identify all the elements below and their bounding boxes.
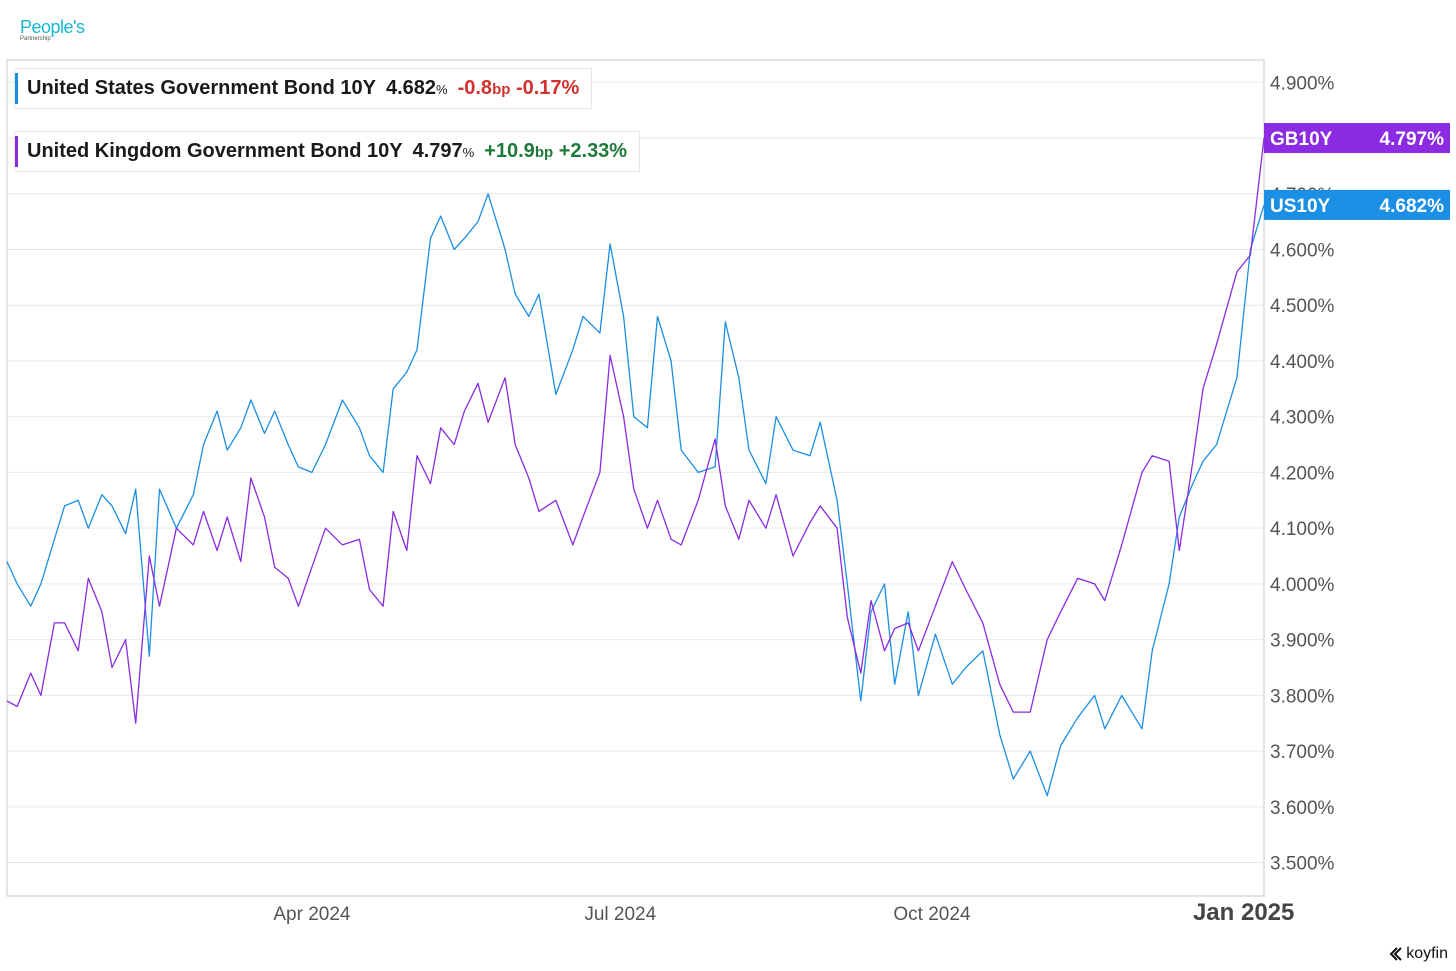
legend-us10y-value: 4.682 (385, 77, 437, 99)
peoples-partnership-logo: People's Partnership (20, 17, 85, 42)
x-tick-label: Oct 2024 (893, 904, 971, 925)
legend-gb10y-value: 4.797 (412, 140, 463, 162)
logo-subtext: Partnership (20, 36, 51, 42)
x-tick-label: Jan 2025 (1193, 899, 1294, 926)
last-value-label: 4.682% (1380, 196, 1445, 217)
y-tick-label: 3.900% (1270, 631, 1335, 652)
last-value-ticker: US10Y (1270, 196, 1331, 217)
legend-gb10y-name: United Kingdom Government Bond 10Y (27, 140, 403, 162)
plot-frame (6, 59, 1265, 897)
y-tick-label: 3.800% (1270, 686, 1335, 707)
logo-text: People's (20, 17, 85, 37)
legend-gb10y: United Kingdom Government Bond 10Y 4.797… (14, 131, 641, 172)
y-tick-label: 4.200% (1270, 463, 1335, 484)
legend-us10y-change-bp: -0.8 (457, 77, 493, 99)
last-value-ticker: GB10Y (1270, 129, 1333, 150)
koyfin-brand: koyfin (1388, 945, 1448, 963)
legend-us10y-name: United States Government Bond 10Y (27, 77, 376, 99)
koyfin-icon (1389, 947, 1402, 961)
last-value-tag-gb10y (1264, 123, 1450, 154)
x-tick-label: Jul 2024 (584, 904, 656, 925)
koyfin-text: koyfin (1406, 945, 1448, 962)
y-tick-label: 4.900% (1270, 73, 1335, 94)
y-tick-label: 3.500% (1270, 854, 1335, 875)
y-tick-label: 3.700% (1270, 742, 1335, 763)
legend-gb10y-change-bp: +10.9 (484, 140, 535, 162)
y-tick-label: 4.500% (1270, 296, 1335, 317)
legend-gb10y-change-pct: +2.33% (558, 140, 628, 162)
x-tick-label: Apr 2024 (273, 904, 351, 925)
last-value-label: 4.797% (1380, 129, 1445, 150)
y-tick-label: 4.000% (1270, 575, 1335, 596)
series-line-us10y (6, 193, 1265, 797)
legend-gb10y-swatch (15, 136, 18, 167)
last-value-tag-us10y (1264, 189, 1450, 220)
y-tick-label: 4.300% (1270, 408, 1335, 429)
series-line-gb10y (6, 137, 1265, 724)
legend-us10y-change-pct: -0.17% (515, 77, 580, 99)
legend-us10y-swatch (15, 73, 18, 104)
legend-us10y: United States Government Bond 10Y 4.682%… (14, 68, 593, 109)
y-tick-label: 4.100% (1270, 519, 1335, 540)
y-tick-label: 3.600% (1270, 798, 1335, 819)
y-tick-label: 4.600% (1270, 240, 1335, 261)
y-tick-label: 4.400% (1270, 352, 1335, 373)
